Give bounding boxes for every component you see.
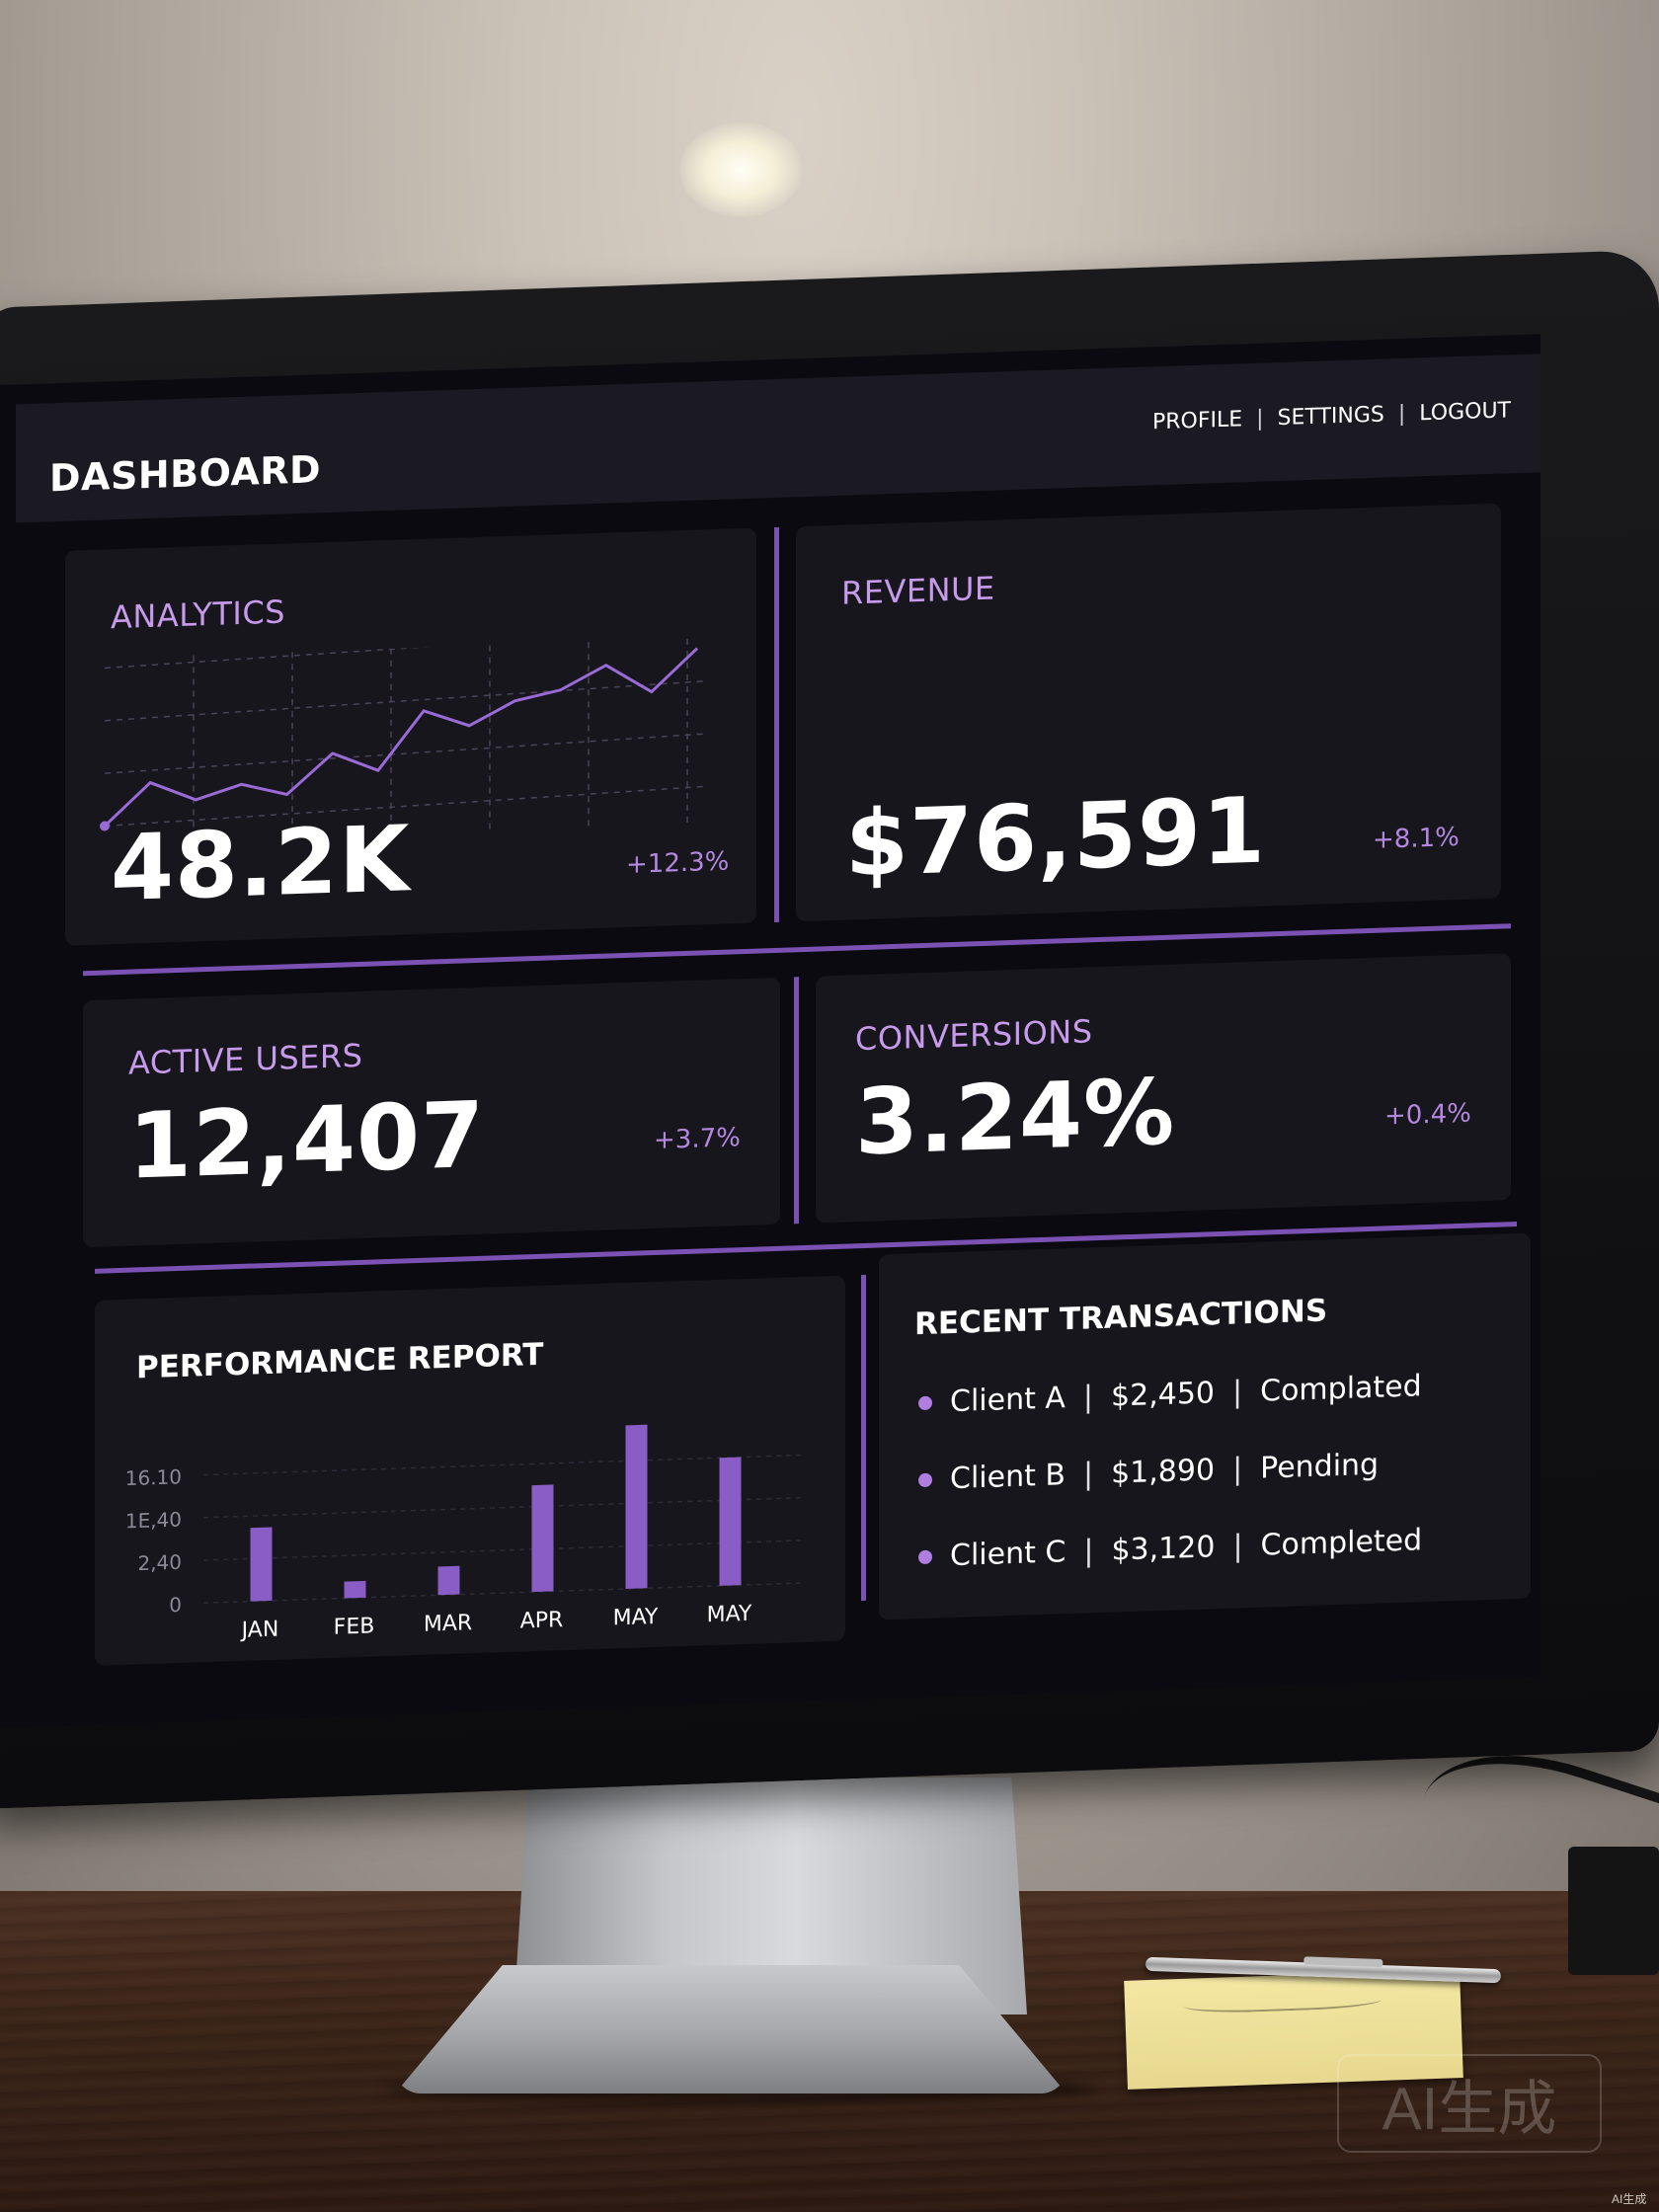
bar	[344, 1580, 366, 1599]
y-tick-label: 0	[169, 1593, 182, 1617]
conversions-delta: +0.4%	[1384, 1098, 1471, 1132]
active-users-card[interactable]: ACTIVE USERS 12,407 +3.7%	[83, 977, 780, 1248]
bar	[437, 1565, 460, 1596]
ai-watermark: AI生成	[1337, 2054, 1602, 2153]
analytics-label: ANALYTICS	[111, 592, 285, 637]
x-tick-label: JAN	[240, 1618, 279, 1643]
revenue-label: REVENUE	[841, 569, 995, 612]
nav-settings-link[interactable]: SETTINGS	[1277, 402, 1384, 432]
corner-watermark: AI生成	[1612, 2192, 1647, 2206]
bar-chart-gridline	[203, 1582, 806, 1604]
conversions-label: CONVERSIONS	[855, 1012, 1093, 1059]
column-separator: |	[1232, 1375, 1243, 1410]
transaction-amount: $1,890	[1111, 1453, 1216, 1491]
x-tick-label: APR	[520, 1608, 564, 1633]
monitor-screen: DASHBOARD PROFILE | SETTINGS | LOGOUT AN…	[0, 334, 1540, 1728]
performance-report-title: PERFORMANCE REPORT	[136, 1336, 544, 1386]
column-separator: |	[1232, 1529, 1243, 1564]
bullet-dot-icon	[918, 1549, 932, 1564]
sparkline-grid	[104, 637, 708, 843]
sparkline-start-point	[100, 821, 110, 831]
transaction-row[interactable]: Client C | $3,120 | Completed	[918, 1523, 1422, 1574]
sparkline-line	[103, 647, 699, 828]
pen-clip	[1304, 1956, 1383, 1968]
x-tick-label: FEB	[334, 1614, 375, 1639]
nav-separator: |	[1397, 401, 1406, 428]
analytics-sparkline	[100, 637, 708, 843]
column-separator: |	[1083, 1534, 1094, 1569]
x-tick-label: MAY	[613, 1605, 659, 1631]
nav-profile-link[interactable]: PROFILE	[1151, 407, 1243, 435]
active-users-label: ACTIVE USERS	[128, 1036, 363, 1082]
x-tick-label: MAY	[707, 1602, 752, 1628]
transaction-row[interactable]: Client A | $2,450 | Complated	[918, 1369, 1422, 1420]
column-separator: |	[1082, 1457, 1094, 1492]
revenue-card[interactable]: REVENUE $76,591 +8.1%	[796, 503, 1501, 922]
y-tick-label: 2,40	[137, 1550, 182, 1575]
transaction-client: Client A	[950, 1381, 1066, 1420]
y-tick-label: 1E,40	[125, 1508, 182, 1534]
divider-vertical-top	[774, 526, 779, 922]
revenue-value: $76,591	[845, 777, 1267, 898]
analytics-value: 48.2K	[111, 806, 411, 922]
note-handwriting	[1183, 1987, 1382, 2014]
recent-transactions-card[interactable]: RECENT TRANSACTIONS Client A | $2,450 | …	[879, 1232, 1531, 1620]
analytics-delta: +12.3%	[626, 846, 730, 880]
bar	[625, 1424, 648, 1589]
transaction-client: Client B	[950, 1458, 1066, 1497]
active-users-delta: +3.7%	[654, 1123, 741, 1156]
bar	[250, 1527, 273, 1602]
sparkline-gridline	[104, 637, 708, 670]
desk-speaker	[1568, 1847, 1659, 1975]
performance-bar-chart: 0 2,40 1E,40 16.10 JAN FEB MAR APR MAY MAY	[125, 1424, 806, 1643]
bullet-dot-icon	[918, 1395, 932, 1410]
conversions-value: 3.24%	[855, 1059, 1176, 1176]
bar-chart-gridline	[203, 1496, 806, 1519]
transaction-status: Complated	[1260, 1369, 1422, 1409]
monitor-stand-base	[395, 1965, 1066, 2094]
bar	[719, 1457, 742, 1586]
sparkline-gridline	[104, 679, 708, 722]
nav-logout-link[interactable]: LOGOUT	[1419, 398, 1511, 427]
transaction-row[interactable]: Client B | $1,890 | Pending	[918, 1448, 1379, 1497]
sparkline-gridline	[104, 733, 708, 774]
performance-report-card[interactable]: PERFORMANCE REPORT 0 2,40 1E,40 16.10 JAN FEB…	[95, 1275, 845, 1666]
nav-separator: |	[1256, 406, 1264, 432]
page-title: DASHBOARD	[49, 447, 322, 501]
transaction-amount: $2,450	[1111, 1376, 1216, 1414]
bullet-dot-icon	[918, 1472, 932, 1487]
recent-transactions-title: RECENT TRANSACTIONS	[914, 1293, 1328, 1343]
ceiling-light-reflection	[679, 122, 802, 217]
column-separator: |	[1082, 1380, 1094, 1415]
analytics-card[interactable]: ANALYTICS 48.2K +12.3%	[65, 527, 756, 946]
transaction-amount: $3,120	[1111, 1530, 1216, 1568]
transaction-client: Client C	[950, 1535, 1066, 1574]
bar-chart-gridline	[203, 1454, 806, 1476]
y-tick-label: 16.10	[125, 1464, 182, 1490]
column-separator: |	[1232, 1452, 1243, 1487]
revenue-delta: +8.1%	[1373, 822, 1460, 855]
transaction-status: Pending	[1260, 1447, 1380, 1486]
divider-vertical-middle	[794, 977, 799, 1224]
x-tick-label: MAR	[424, 1611, 472, 1637]
conversions-card[interactable]: CONVERSIONS 3.24% +0.4%	[816, 953, 1511, 1224]
bar	[531, 1484, 554, 1593]
transaction-status: Completed	[1260, 1523, 1423, 1563]
active-users-value: 12,407	[128, 1081, 486, 1200]
sparkline-gridline	[104, 785, 708, 828]
bar-chart-gridline	[203, 1539, 806, 1561]
divider-vertical-bottom	[861, 1274, 866, 1602]
header-bar	[16, 354, 1540, 523]
